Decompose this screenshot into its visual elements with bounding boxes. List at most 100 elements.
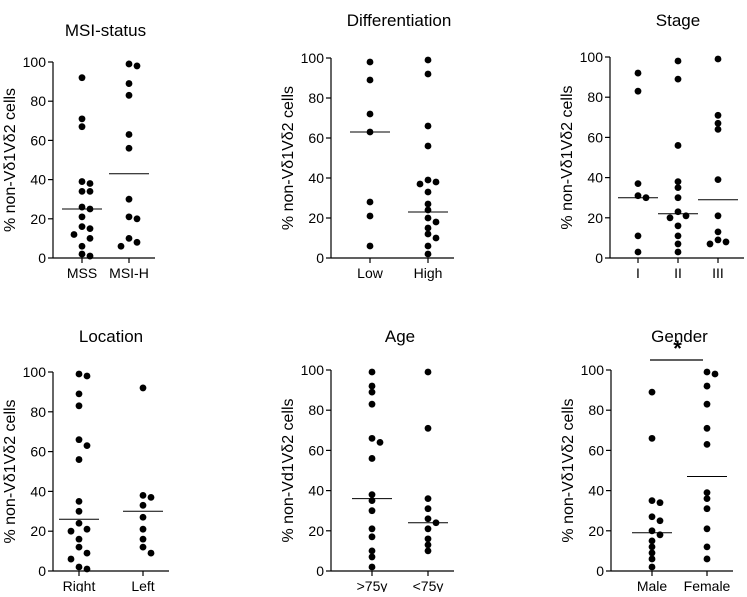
data-point bbox=[139, 491, 147, 499]
y-tick-label: 60 bbox=[30, 132, 46, 148]
data-point bbox=[75, 402, 83, 410]
y-tick-label: 100 bbox=[581, 362, 605, 378]
data-point bbox=[75, 507, 83, 515]
y-axis-label: % non-Vδ1Vδ2 cells bbox=[2, 88, 19, 232]
data-point bbox=[703, 424, 711, 432]
data-point bbox=[432, 234, 440, 242]
data-point bbox=[368, 434, 376, 442]
data-point bbox=[376, 438, 384, 446]
x-tick-label: Right bbox=[63, 578, 96, 592]
data-point bbox=[125, 235, 133, 242]
data-point bbox=[83, 565, 91, 573]
data-point bbox=[83, 442, 91, 450]
data-point bbox=[78, 250, 86, 258]
y-tick-label: 20 bbox=[30, 523, 46, 539]
data-point bbox=[366, 58, 374, 66]
y-tick-label: 40 bbox=[308, 170, 324, 186]
data-point bbox=[722, 238, 730, 246]
data-point bbox=[706, 240, 714, 248]
data-point bbox=[648, 555, 656, 563]
y-tick-label: 20 bbox=[588, 523, 604, 539]
data-point bbox=[714, 55, 722, 63]
data-point bbox=[86, 252, 94, 260]
data-point bbox=[424, 547, 432, 555]
data-point bbox=[674, 75, 682, 83]
data-point bbox=[648, 513, 656, 521]
x-tick-label: Left bbox=[131, 578, 154, 592]
data-point bbox=[424, 230, 432, 238]
data-point bbox=[78, 178, 86, 185]
data-point bbox=[648, 563, 656, 571]
y-tick-label: 40 bbox=[587, 170, 603, 186]
panel-title: Location bbox=[79, 327, 143, 346]
data-point bbox=[674, 222, 682, 230]
data-point bbox=[424, 176, 432, 184]
data-point bbox=[674, 184, 682, 192]
data-point bbox=[125, 131, 133, 138]
data-point bbox=[366, 212, 374, 220]
data-point bbox=[634, 87, 642, 95]
data-point bbox=[674, 178, 682, 186]
data-point bbox=[424, 515, 432, 523]
data-point bbox=[714, 111, 722, 119]
data-point bbox=[368, 507, 376, 515]
data-point bbox=[424, 541, 432, 549]
x-tick-label: <75y bbox=[413, 578, 444, 592]
data-point bbox=[125, 195, 133, 203]
data-point bbox=[139, 543, 147, 551]
panel-location: Location 0 20 40 60 80 100 % non-Vδ1Vδ2 cells Ri… bbox=[2, 327, 169, 594]
data-point bbox=[711, 370, 719, 378]
panel-age: Age 0 20 40 60 80 100 % non-Vd1Vδ2 cells >75y <75… bbox=[280, 327, 454, 594]
data-point bbox=[368, 382, 376, 390]
y-tick-label: 0 bbox=[316, 250, 324, 266]
data-point bbox=[424, 70, 432, 78]
data-point bbox=[75, 519, 83, 527]
data-point bbox=[139, 513, 147, 521]
x-tick-label: High bbox=[414, 265, 443, 281]
y-tick-label: 80 bbox=[308, 90, 324, 106]
data-point bbox=[67, 555, 75, 563]
data-point bbox=[674, 142, 682, 149]
data-point bbox=[86, 180, 94, 187]
data-point bbox=[674, 194, 682, 202]
data-point bbox=[648, 434, 656, 442]
data-point bbox=[366, 110, 374, 118]
data-point bbox=[75, 563, 83, 571]
data-point bbox=[703, 543, 711, 551]
data-point bbox=[75, 436, 83, 444]
data-point bbox=[75, 535, 83, 543]
data-point bbox=[432, 178, 440, 186]
data-point bbox=[125, 213, 133, 221]
data-point bbox=[133, 62, 141, 70]
data-point bbox=[424, 242, 432, 250]
data-point bbox=[648, 497, 656, 505]
data-point bbox=[634, 232, 642, 240]
y-tick-label: 0 bbox=[316, 563, 324, 579]
data-point bbox=[416, 180, 424, 188]
panel-title: MSI-status bbox=[65, 21, 146, 40]
data-point bbox=[424, 424, 432, 432]
data-point bbox=[83, 372, 91, 380]
data-point bbox=[78, 242, 86, 250]
y-axis-label: % non-Vδ1Vδ2 cells bbox=[280, 86, 297, 230]
data-point bbox=[648, 537, 656, 545]
data-point bbox=[703, 555, 711, 563]
data-point bbox=[366, 198, 374, 206]
data-point bbox=[70, 231, 78, 238]
data-point bbox=[139, 535, 147, 543]
data-point bbox=[424, 214, 432, 222]
data-point bbox=[674, 57, 682, 65]
y-tick-label: 40 bbox=[308, 483, 324, 499]
data-point bbox=[67, 527, 75, 535]
data-point bbox=[75, 497, 83, 505]
panel-differentiation: Differentiation 0 20 40 60 80 100 % non-Vδ1Vδ2 … bbox=[280, 11, 454, 281]
data-point bbox=[368, 491, 376, 499]
y-tick-label: 100 bbox=[23, 54, 47, 70]
data-point bbox=[86, 187, 94, 195]
y-tick-label: 0 bbox=[596, 563, 604, 579]
data-point bbox=[656, 499, 664, 507]
data-point bbox=[703, 400, 711, 408]
data-point bbox=[648, 388, 656, 396]
y-tick-label: 20 bbox=[308, 210, 324, 226]
